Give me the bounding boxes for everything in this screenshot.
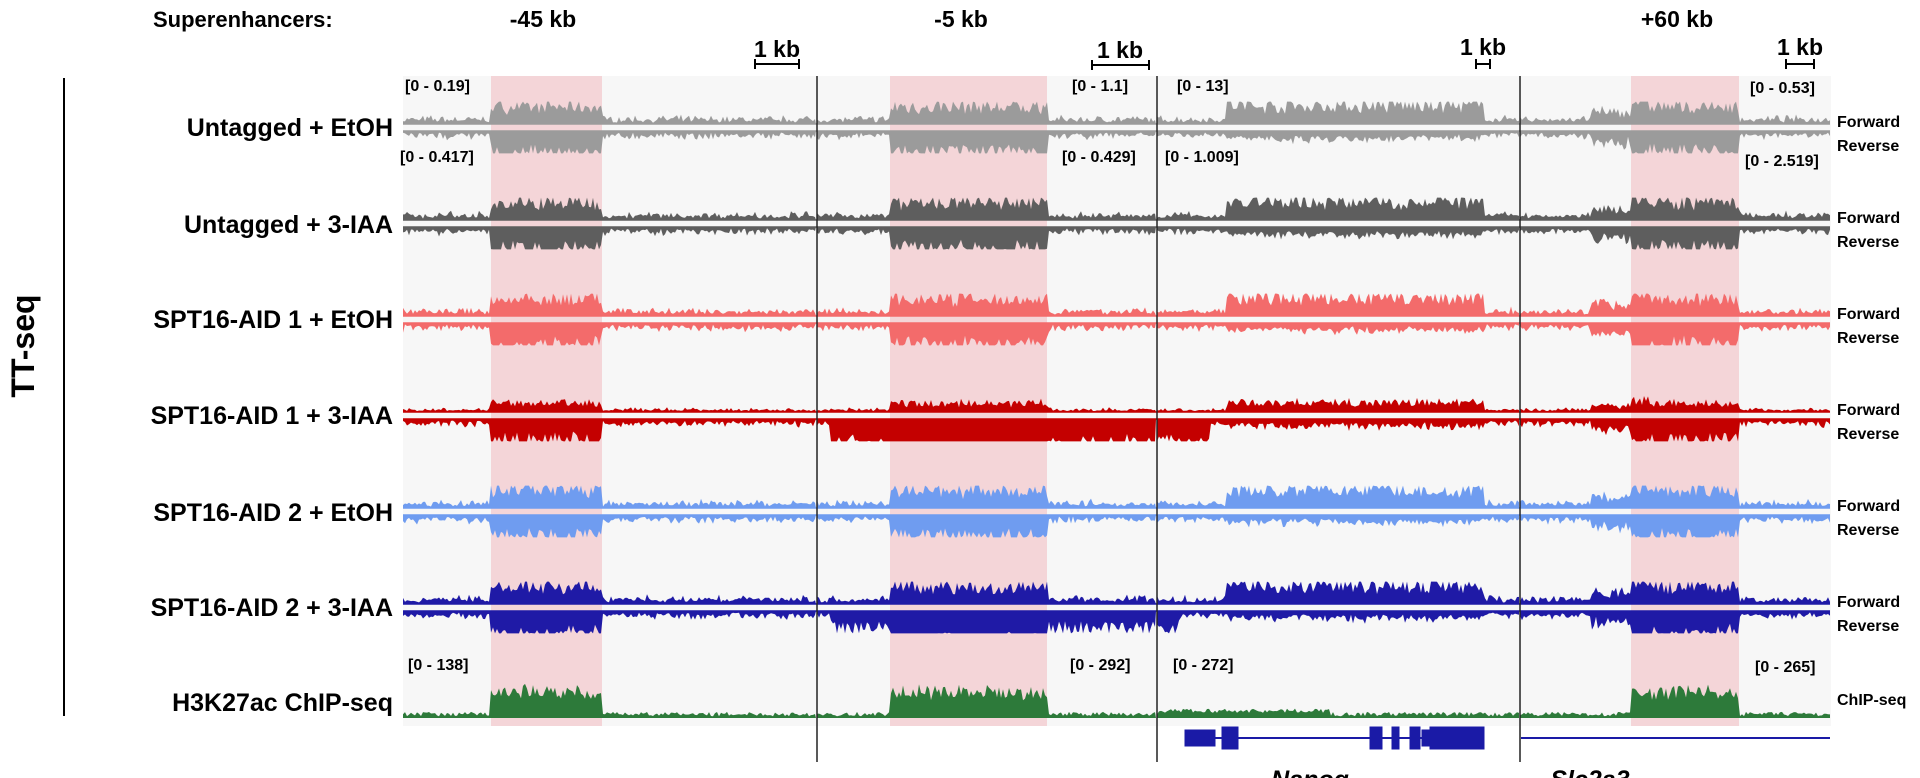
enhancer-label-plus60: +60 kb bbox=[1641, 6, 1713, 32]
forward-signal bbox=[403, 101, 1830, 124]
reverse-signal bbox=[403, 419, 1830, 442]
forward-label: Forward bbox=[1837, 498, 1900, 515]
range-chip-2: [0 - 292] bbox=[1070, 657, 1130, 674]
range-forward-1: [0 - 0.19] bbox=[405, 78, 470, 95]
scale-bar-3: 1 kb bbox=[1460, 34, 1506, 69]
forward-label: Forward bbox=[1837, 402, 1900, 419]
chip-signal bbox=[403, 683, 1830, 718]
forward-label: Forward bbox=[1837, 114, 1900, 131]
reverse-label: Reverse bbox=[1837, 618, 1899, 635]
forward-label: Forward bbox=[1837, 594, 1900, 611]
track-name-6: SPT16-AID 2 + 3-IAA bbox=[151, 594, 393, 622]
reverse-label: Reverse bbox=[1837, 234, 1899, 251]
forward-signal bbox=[403, 396, 1830, 412]
scale-bar-label: 1 kb bbox=[1460, 34, 1506, 60]
chip-side-label: ChIP-seq bbox=[1837, 692, 1906, 709]
reverse-signal bbox=[403, 515, 1830, 538]
superenhancers-label: Superenhancers: bbox=[153, 7, 333, 32]
range-reverse-3: [0 - 1.009] bbox=[1165, 149, 1239, 166]
range-reverse-2: [0 - 0.429] bbox=[1062, 149, 1136, 166]
scale-bar-label: 1 kb bbox=[1777, 34, 1823, 60]
panel-separators bbox=[816, 76, 1521, 762]
track-names: Untagged + EtOH Untagged + 3-IAA SPT16-A… bbox=[151, 114, 393, 717]
panel-bg-3 bbox=[1157, 76, 1519, 726]
forward-signal bbox=[403, 581, 1830, 604]
reverse-label: Reverse bbox=[1837, 522, 1899, 539]
track-name-1: Untagged + EtOH bbox=[187, 114, 393, 142]
enhancer-label-minus5: -5 kb bbox=[934, 6, 988, 32]
range-chip-3: [0 - 272] bbox=[1173, 657, 1233, 674]
reverse-label: Reverse bbox=[1837, 138, 1899, 155]
panel-bg-1 bbox=[403, 76, 816, 726]
forward-label: Forward bbox=[1837, 210, 1900, 227]
range-reverse-1: [0 - 0.417] bbox=[400, 149, 474, 166]
track-name-2: Untagged + 3-IAA bbox=[184, 211, 393, 239]
forward-signal bbox=[403, 485, 1830, 508]
forward-signal bbox=[403, 197, 1830, 220]
range-forward-3: [0 - 13] bbox=[1177, 78, 1229, 95]
range-forward-4: [0 - 0.53] bbox=[1750, 80, 1815, 97]
gene-nanog bbox=[1184, 726, 1485, 750]
range-chip-4: [0 - 265] bbox=[1755, 659, 1815, 676]
reverse-signal bbox=[403, 227, 1830, 250]
enhancer-label-minus45: -45 kb bbox=[510, 6, 576, 32]
range-chip-1: [0 - 138] bbox=[408, 657, 468, 674]
scale-bar-label: 1 kb bbox=[1097, 37, 1143, 63]
group-label: TT-seq bbox=[5, 294, 41, 397]
reverse-label: Reverse bbox=[1837, 426, 1899, 443]
range-reverse-4: [0 - 2.519] bbox=[1745, 153, 1819, 170]
reverse-signal bbox=[403, 131, 1830, 154]
gene-label-nanog: Nanog bbox=[1271, 766, 1349, 778]
range-forward-2: [0 - 1.1] bbox=[1072, 78, 1128, 95]
reverse-signal bbox=[403, 611, 1830, 634]
gene-label-slc2a3: Slc2a3 bbox=[1550, 766, 1629, 778]
scale-bar-label: 1 kb bbox=[754, 36, 800, 62]
track-name-chip: H3K27ac ChIP-seq bbox=[172, 689, 393, 717]
range-labels: [0 - 0.19] [0 - 1.1] [0 - 13] [0 - 0.53]… bbox=[400, 78, 1819, 676]
forward-signal bbox=[403, 293, 1830, 316]
track-name-3: SPT16-AID 1 + EtOH bbox=[153, 306, 393, 334]
scale-bar-4: 1 kb bbox=[1777, 34, 1823, 69]
strand-labels: Forward Reverse Forward Reverse Forward … bbox=[1837, 114, 1906, 709]
track-name-4: SPT16-AID 1 + 3-IAA bbox=[151, 402, 393, 430]
reverse-signal bbox=[403, 323, 1830, 346]
scale-bar-2: 1 kb bbox=[1091, 37, 1150, 70]
signal-tracks bbox=[403, 101, 1830, 718]
reverse-label: Reverse bbox=[1837, 330, 1899, 347]
gene-models: Nanog Slc2a3 bbox=[1184, 726, 1830, 778]
forward-label: Forward bbox=[1837, 306, 1900, 323]
scale-bar-1: 1 kb bbox=[754, 36, 800, 69]
track-name-5: SPT16-AID 2 + EtOH bbox=[153, 499, 393, 527]
